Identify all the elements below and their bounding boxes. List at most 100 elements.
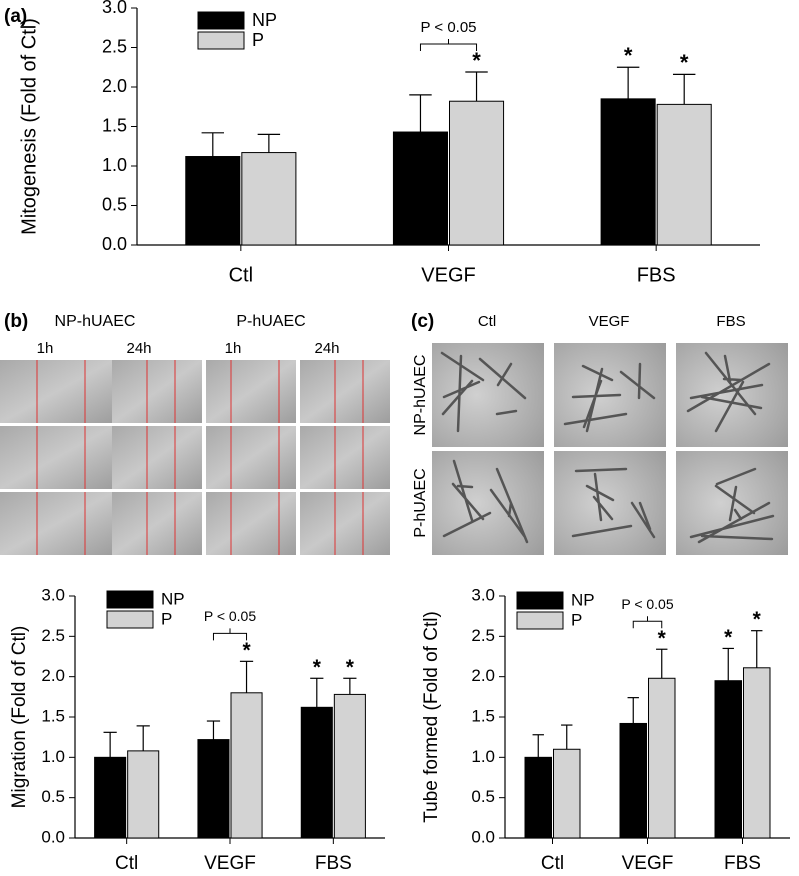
bar xyxy=(392,131,448,246)
panel-label: (b) xyxy=(4,311,28,332)
legend-label: NP xyxy=(161,589,185,608)
y-tick-label: 2.0 xyxy=(471,666,495,685)
bar xyxy=(449,100,505,246)
y-tick-label: 0.0 xyxy=(471,827,495,846)
y-tick-label: 2.5 xyxy=(471,626,495,645)
scratch-image xyxy=(300,492,390,555)
y-tick-label: 0.5 xyxy=(41,787,65,806)
row-label: NP-hUAEC xyxy=(412,355,429,436)
x-tick-label: VEGF xyxy=(204,853,256,874)
tube-network xyxy=(689,467,775,544)
legend-label: P xyxy=(571,610,582,629)
x-tick-label: FBS xyxy=(315,853,352,874)
comparison-label: P < 0.05 xyxy=(621,596,674,612)
significance-star: * xyxy=(753,608,762,631)
scratch-image xyxy=(112,360,202,423)
legend-label: NP xyxy=(252,10,277,30)
panel-label: (c) xyxy=(411,311,434,332)
bar xyxy=(94,756,127,839)
y-axis-label: Mitogenesis (Fold of Ctl) xyxy=(18,18,40,235)
scratch-image xyxy=(206,492,296,555)
bar xyxy=(619,722,647,839)
scratch-image xyxy=(300,426,390,489)
legend-label: NP xyxy=(571,590,595,609)
y-tick-label: 0.0 xyxy=(102,234,127,254)
scratch-image xyxy=(112,492,202,555)
scratch-image xyxy=(0,492,114,555)
significance-star: * xyxy=(624,43,633,68)
legend-swatch xyxy=(197,11,245,30)
comparison-bracket xyxy=(632,616,663,629)
bar xyxy=(127,750,160,839)
significance-star: * xyxy=(724,626,733,649)
y-tick-label: 1.0 xyxy=(41,747,65,766)
column-label: FBS xyxy=(716,313,745,330)
significance-star: * xyxy=(680,50,689,75)
comparison-bracket xyxy=(212,628,248,641)
tube-network xyxy=(686,351,771,433)
legend-swatch xyxy=(516,611,564,630)
tube-image xyxy=(554,451,666,555)
bar xyxy=(185,156,241,246)
bar xyxy=(600,98,656,246)
significance-star: * xyxy=(658,627,667,650)
y-tick-label: 2.0 xyxy=(41,666,65,685)
x-tick-label: FBS xyxy=(724,853,761,874)
column-label: Ctl xyxy=(478,313,496,330)
significance-star: * xyxy=(242,639,251,662)
y-tick-label: 3.0 xyxy=(471,585,495,604)
legend-swatch xyxy=(106,590,154,609)
significance-star: * xyxy=(313,656,322,679)
scratch-image xyxy=(0,360,114,423)
column-label: VEGF xyxy=(589,313,630,330)
bar xyxy=(230,692,263,839)
bar xyxy=(714,680,742,839)
comparison-bracket xyxy=(419,38,478,51)
bar xyxy=(197,739,230,839)
time-label: 1h xyxy=(37,340,54,357)
bar xyxy=(553,748,581,839)
y-axis-label: Tube formed (Fold of Ctl) xyxy=(421,611,442,823)
y-axis-label: Migration (Fold of Ctl) xyxy=(9,626,30,809)
bar xyxy=(743,667,771,839)
time-label: 24h xyxy=(126,340,151,357)
bar xyxy=(524,756,552,839)
comparison-label: P < 0.05 xyxy=(420,19,476,36)
scratch-image xyxy=(300,360,390,423)
legend-label: P xyxy=(252,30,264,50)
tube-network xyxy=(442,459,529,544)
legend-swatch xyxy=(516,591,564,610)
time-label: 1h xyxy=(225,340,242,357)
legend-label: P xyxy=(161,609,172,628)
y-tick-label: 1.5 xyxy=(41,706,65,725)
x-tick-label: FBS xyxy=(637,264,676,286)
panel-label: (a) xyxy=(4,6,27,27)
y-tick-label: 3.0 xyxy=(41,585,65,604)
x-tick-label: VEGF xyxy=(421,264,475,286)
bar xyxy=(333,693,366,839)
y-tick-label: 0.5 xyxy=(102,194,127,214)
y-tick-label: 0.0 xyxy=(41,827,65,846)
y-tick-label: 1.0 xyxy=(102,155,127,175)
comparison-label: P < 0.05 xyxy=(204,608,257,624)
legend-swatch xyxy=(106,610,154,629)
y-tick-label: 1.5 xyxy=(471,706,495,725)
bar xyxy=(241,152,297,246)
tube-network xyxy=(571,467,656,539)
scratch-image xyxy=(0,426,114,489)
y-tick-label: 1.5 xyxy=(102,115,127,135)
bar xyxy=(300,706,333,839)
y-tick-label: 2.5 xyxy=(102,36,127,56)
scratch-image xyxy=(112,426,202,489)
y-tick-label: 2.5 xyxy=(41,626,65,645)
x-tick-label: Ctl xyxy=(229,264,253,286)
significance-star: * xyxy=(472,48,481,73)
significance-star: * xyxy=(346,656,355,679)
y-tick-label: 0.5 xyxy=(471,787,495,806)
x-tick-label: Ctl xyxy=(541,853,564,874)
group-label: NP-hUAEC xyxy=(55,313,136,330)
bar xyxy=(648,677,676,839)
x-tick-label: VEGF xyxy=(622,853,674,874)
y-tick-label: 2.0 xyxy=(102,76,127,96)
